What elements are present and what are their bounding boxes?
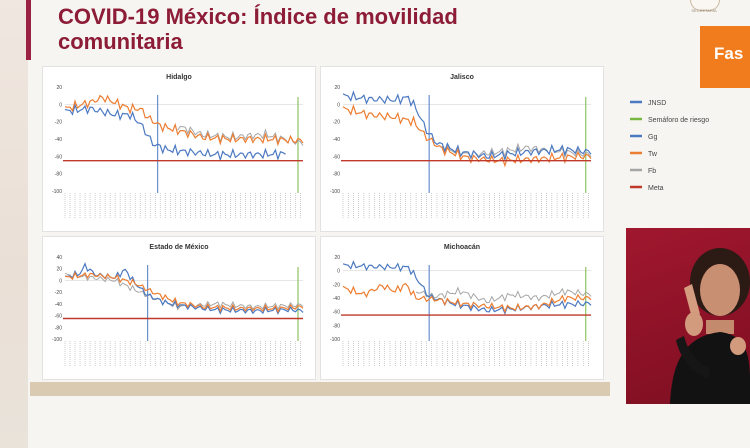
decorative-side-band xyxy=(0,0,28,448)
y-tick-label: -100 xyxy=(330,337,340,343)
series-line-tw xyxy=(64,94,304,147)
chart-panel-hidalgo: Hidalgo 20 0 -20 -40 -60 -80 -100 xyxy=(42,66,316,232)
chart-michoacan: Michoacán 20 0 -20 -40 -60 -80 -100 xyxy=(330,244,592,367)
y-tick-label: -40 xyxy=(333,296,340,302)
y-tick-label: 40 xyxy=(56,255,62,261)
y-tick-label: -20 xyxy=(333,282,340,288)
y-tick-label: 0 xyxy=(59,102,62,108)
y-tick-label: -40 xyxy=(55,302,62,308)
y-tick-label: -80 xyxy=(55,325,62,331)
series-line-gg xyxy=(64,103,286,162)
chart-title: Estado de México xyxy=(149,244,208,251)
y-tick-label: 20 xyxy=(56,85,62,91)
legend-label-0: JNSD xyxy=(648,100,666,107)
legend-label-5: Meta xyxy=(648,185,664,192)
y-tick-label: -20 xyxy=(55,290,62,296)
chart-panel-jalisco: Jalisco 20 0 -20 -40 -60 -80 -100 xyxy=(320,66,604,232)
chart-title: Hidalgo xyxy=(166,74,192,81)
y-tick-label: -60 xyxy=(55,154,62,160)
government-logo-text: SECRETARÍA xyxy=(691,8,717,13)
y-tick-label: -40 xyxy=(55,137,62,143)
chart-panel-michoacan: Michoacán 20 0 -20 -40 -60 -80 -100 xyxy=(320,236,604,380)
chart-hidalgo: Hidalgo 20 0 -20 -40 -60 -80 -100 xyxy=(52,74,304,219)
chart-panel-estado-de-mexico: Estado de México 40 20 0 -20 -40 -60 -80 -100 xyxy=(42,236,316,380)
slide-title-line2: comunitaria xyxy=(58,29,183,54)
series-line-gg xyxy=(342,90,592,162)
y-tick-label: 0 xyxy=(337,102,340,108)
fase-badge xyxy=(700,26,750,88)
chart-jalisco: Jalisco 20 0 -20 -40 -60 -80 -100 xyxy=(330,74,592,219)
y-tick-label: -100 xyxy=(330,189,340,195)
series-line-fb xyxy=(177,125,304,146)
legend-label-3: Tw xyxy=(648,151,658,158)
series-line-tw xyxy=(342,282,592,314)
bottom-decorative-bar xyxy=(30,382,610,396)
chart-legend: JNSD Semáforo de riesgo Gg Tw Fb Meta xyxy=(630,100,709,192)
y-tick-label: -100 xyxy=(52,189,62,195)
y-tick-label: -80 xyxy=(333,323,340,329)
series-line-fb xyxy=(64,271,304,311)
slide-title-line1: COVID-19 México: Índice de movilidad xyxy=(58,4,458,29)
y-tick-label: -100 xyxy=(52,337,62,343)
interpreter-figure xyxy=(670,248,750,404)
slide-title: COVID-19 México: Índice de movilidad com… xyxy=(58,4,578,54)
decorative-accent-bar xyxy=(26,0,31,60)
series-line-gg xyxy=(342,260,592,315)
series-line-fb xyxy=(441,142,592,160)
y-tick-label: 0 xyxy=(59,278,62,284)
chart-title: Michoacán xyxy=(444,244,480,251)
legend-label-2: Gg xyxy=(648,134,657,141)
legend-label-1: Semáforo de riesgo xyxy=(648,117,709,124)
y-tick-label: 20 xyxy=(334,255,340,261)
y-tick-label: -80 xyxy=(55,172,62,178)
chart-title: Jalisco xyxy=(450,74,474,81)
y-tick-label: -80 xyxy=(333,172,340,178)
legend-label-4: Fb xyxy=(648,168,656,175)
sign-language-interpreter-video xyxy=(626,228,750,404)
fase-label: Fas xyxy=(714,44,744,63)
y-tick-label: 20 xyxy=(56,267,62,273)
y-tick-label: -60 xyxy=(333,154,340,160)
series-line-tw xyxy=(64,271,304,314)
y-tick-label: 0 xyxy=(337,269,340,275)
y-tick-label: -60 xyxy=(333,310,340,316)
y-tick-label: -20 xyxy=(333,120,340,126)
series-line-tw xyxy=(342,104,592,168)
series-line-fb xyxy=(415,286,592,304)
y-tick-label: -60 xyxy=(55,314,62,320)
y-tick-label: 20 xyxy=(334,85,340,91)
y-tick-label: -40 xyxy=(333,137,340,143)
chart-estado-de-mexico: Estado de México 40 20 0 -20 -40 -60 -80 -100 xyxy=(52,244,304,367)
y-tick-label: -20 xyxy=(55,120,62,126)
